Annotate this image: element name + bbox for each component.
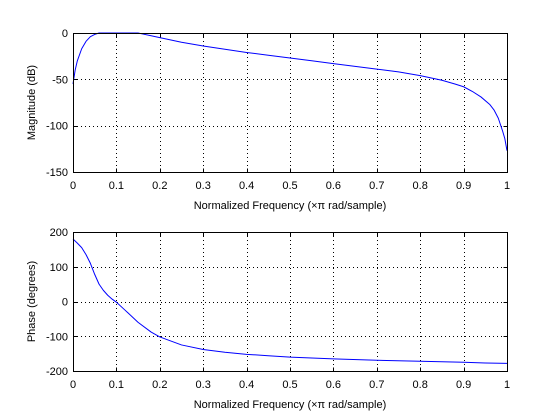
- magnitude-x-tick-label: 0.1: [109, 180, 124, 192]
- phase-x-axis-label: Normalized Frequency (×π rad/sample): [194, 399, 387, 411]
- magnitude-x-tick-label: 0.7: [369, 180, 384, 192]
- phase-y-tick-label: 0: [62, 297, 68, 309]
- magnitude-plot: 0 0.1 0.2 0.3 0.4 0.5 0.6 0.7 0.8 0.9 1 -150 -100 -50…: [26, 28, 510, 212]
- magnitude-x-tick-label: 0.2: [152, 180, 167, 192]
- magnitude-y-tick-label: 0: [62, 28, 68, 40]
- magnitude-x-tick-label: 0.3: [196, 180, 211, 192]
- magnitude-x-tick-label: 0.6: [326, 180, 341, 192]
- phase-y-tick-label: 100: [50, 262, 68, 274]
- phase-plot-area: [73, 232, 507, 371]
- phase-y-tick-label: 200: [50, 227, 68, 239]
- phase-x-tick-label: 0.3: [196, 379, 211, 391]
- phase-ticks: 0 0.1 0.2 0.3 0.4 0.5 0.6 0.7 0.8 0.9 1 -200 -100 0 10…: [46, 227, 510, 391]
- phase-y-tick-label: -200: [46, 366, 68, 378]
- magnitude-grid: [73, 33, 507, 172]
- magnitude-y-tick-label: -100: [46, 121, 68, 133]
- phase-y-axis-label: Phase (degrees): [26, 261, 38, 342]
- magnitude-x-tick-label: 0: [70, 180, 76, 192]
- magnitude-y-axis-label: Magnitude (dB): [26, 65, 38, 140]
- phase-plot-frame: [73, 232, 508, 372]
- magnitude-plot-area: [73, 33, 507, 172]
- phase-plot: 0 0.1 0.2 0.3 0.4 0.5 0.6 0.7 0.8 0.9 1 -200 -100 0 10…: [26, 227, 510, 411]
- phase-y-tick-label: -100: [46, 331, 68, 343]
- magnitude-plot-frame: [73, 33, 508, 173]
- magnitude-x-tick-label: 0.5: [282, 180, 297, 192]
- phase-grid: [73, 232, 507, 371]
- phase-line: [72, 238, 508, 364]
- phase-x-tick-label: 0.7: [369, 379, 384, 391]
- magnitude-y-tick-label: -150: [46, 167, 68, 179]
- phase-x-tick-label: 0.1: [109, 379, 124, 391]
- phase-x-tick-label: 1: [504, 379, 510, 391]
- magnitude-x-tick-label: 0.8: [413, 180, 428, 192]
- magnitude-ticks: 0 0.1 0.2 0.3 0.4 0.5 0.6 0.7 0.8 0.9 1 -150 -100 -50…: [46, 28, 510, 192]
- phase-x-tick-label: 0.5: [282, 379, 297, 391]
- phase-x-tick-label: 0.2: [152, 379, 167, 391]
- magnitude-y-tick-label: -50: [52, 74, 68, 86]
- phase-x-tick-label: 0.4: [239, 379, 254, 391]
- phase-x-tick-label: 0.8: [413, 379, 428, 391]
- magnitude-x-tick-label: 0.9: [456, 180, 471, 192]
- magnitude-x-tick-label: 0.4: [239, 180, 254, 192]
- phase-x-tick-label: 0.6: [326, 379, 341, 391]
- magnitude-x-tick-label: 1: [504, 180, 510, 192]
- phase-x-tick-label: 0.9: [456, 379, 471, 391]
- magnitude-x-axis-label: Normalized Frequency (×π rad/sample): [194, 200, 387, 212]
- phase-x-tick-label: 0: [70, 379, 76, 391]
